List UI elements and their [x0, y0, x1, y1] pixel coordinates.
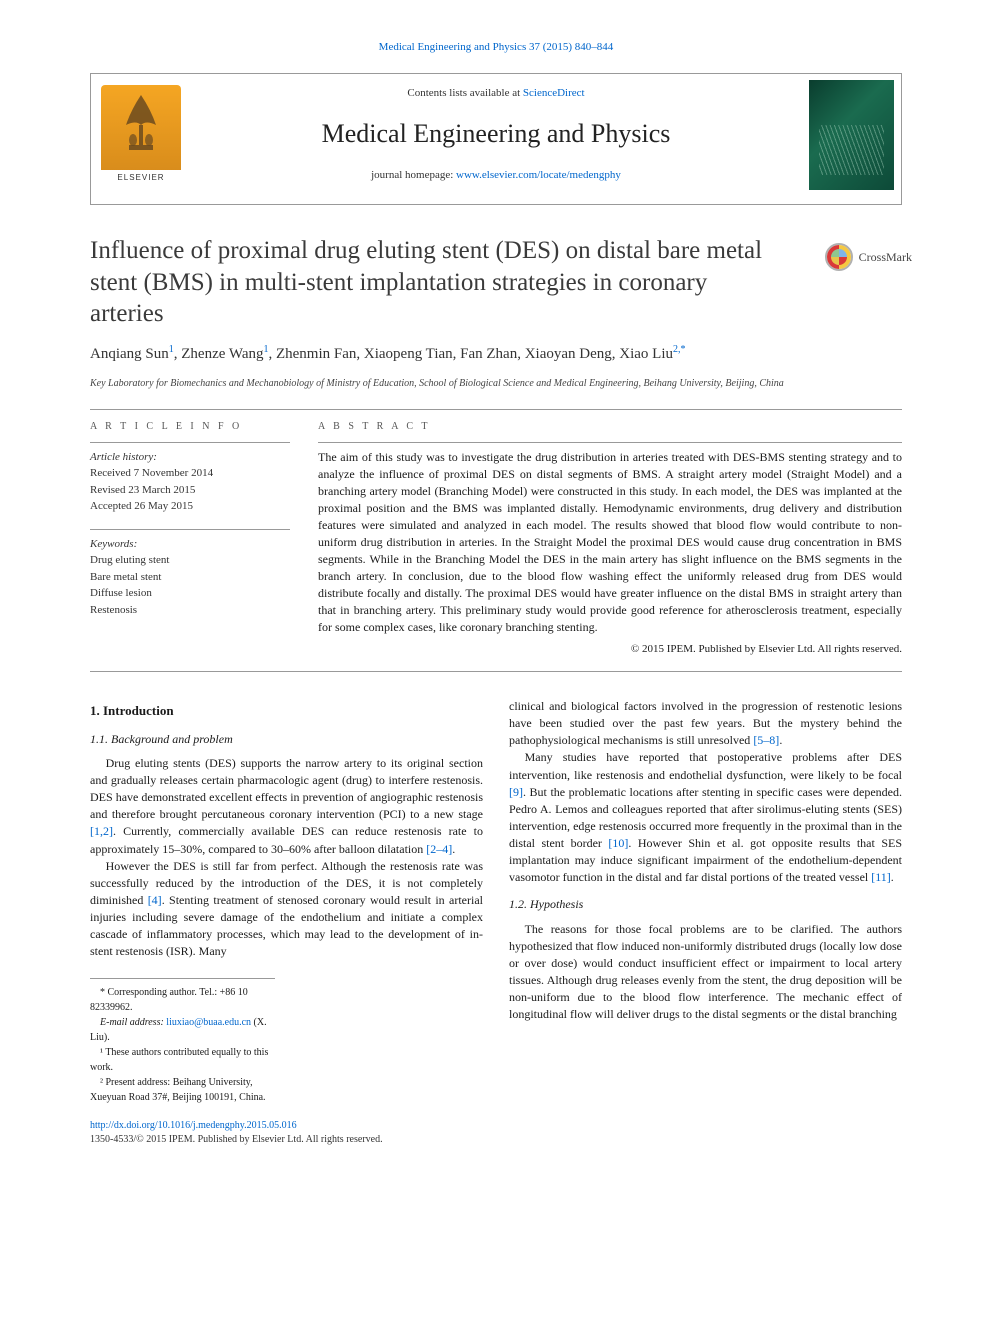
keyword: Diffuse lesion [90, 585, 290, 602]
journal-reference: Medical Engineering and Physics 37 (2015… [90, 40, 902, 55]
crossmark-label: CrossMark [859, 250, 912, 265]
citation-link[interactable]: [5–8] [753, 733, 779, 747]
history-label: Article history: [90, 449, 290, 466]
text-run: clinical and biological factors involved… [509, 699, 902, 747]
body-paragraph: Many studies have reported that postoper… [509, 749, 902, 885]
revised-date: Revised 23 March 2015 [90, 482, 290, 499]
text-run: Many studies have reported that postoper… [509, 750, 902, 781]
authors: Anqiang Sun1, Zhenze Wang1, Zhenmin Fan,… [90, 343, 902, 365]
sciencedirect-link[interactable]: ScienceDirect [523, 87, 585, 99]
contents-prefix: Contents lists available at [407, 87, 522, 99]
keyword: Drug eluting stent [90, 552, 290, 569]
info-abstract-row: A R T I C L E I N F O Article history: R… [90, 420, 902, 658]
affiliation: Key Laboratory for Biomechanics and Mech… [90, 377, 902, 391]
homepage-prefix: journal homepage: [371, 169, 456, 181]
abstract-heading: A B S T R A C T [318, 420, 902, 434]
journal-header: ELSEVIER Contents lists available at Sci… [90, 73, 902, 205]
article-title-text: Influence of proximal drug eluting stent… [90, 237, 762, 327]
abstract-text: The aim of this study was to investigate… [318, 449, 902, 636]
section-heading-1: 1. Introduction [90, 702, 483, 720]
corresponding-author: * Corresponding author. Tel.: +86 10 823… [90, 985, 275, 1015]
email-label: E-mail address: [100, 1017, 166, 1028]
journal-ref-link[interactable]: Medical Engineering and Physics 37 (2015… [379, 41, 614, 53]
citation-link[interactable]: [11] [871, 870, 891, 884]
text-run: . [452, 842, 455, 856]
citation-link[interactable]: [10] [608, 836, 628, 850]
footnote-1: ¹ These authors contributed equally to t… [90, 1045, 275, 1075]
elsevier-logo: ELSEVIER [101, 85, 181, 185]
email-line: E-mail address: liuxiao@buaa.edu.cn (X. … [90, 1015, 275, 1045]
accepted-date: Accepted 26 May 2015 [90, 498, 290, 515]
abstract-rule [318, 442, 902, 443]
keywords-label: Keywords: [90, 536, 290, 553]
cover-thumb-area [801, 74, 901, 196]
header-center: Contents lists available at ScienceDirec… [191, 74, 801, 196]
email-link[interactable]: liuxiao@buaa.edu.cn [166, 1017, 251, 1028]
keyword: Restenosis [90, 602, 290, 619]
text-run: . Currently, commercially available DES … [90, 824, 483, 855]
article-info-heading: A R T I C L E I N F O [90, 420, 290, 434]
received-date: Received 7 November 2014 [90, 465, 290, 482]
homepage-link[interactable]: www.elsevier.com/locate/medengphy [456, 169, 621, 181]
keywords-block: Keywords: Drug eluting stent Bare metal … [90, 536, 290, 619]
info-rule-1 [90, 442, 290, 443]
crossmark-badge[interactable]: CrossMark [825, 243, 912, 271]
elsevier-label: ELSEVIER [101, 170, 181, 185]
body-columns: 1. Introduction 1.1. Background and prob… [90, 698, 902, 1104]
article-history: Article history: Received 7 November 201… [90, 449, 290, 515]
contents-line: Contents lists available at ScienceDirec… [201, 86, 791, 101]
doi-line: http://dx.doi.org/10.1016/j.medengphy.20… [90, 1119, 902, 1133]
journal-cover-thumbnail [809, 80, 894, 190]
body-paragraph: The reasons for those focal problems are… [509, 921, 902, 1023]
citation-link[interactable]: [1,2] [90, 824, 113, 838]
text-run: . [891, 870, 894, 884]
homepage-line: journal homepage: www.elsevier.com/locat… [201, 168, 791, 183]
article-title: Influence of proximal drug eluting stent… [90, 235, 902, 329]
elsevier-tree-icon [111, 90, 171, 160]
info-rule-2 [90, 529, 290, 530]
citation-link[interactable]: [2–4] [426, 842, 452, 856]
body-paragraph: Drug eluting stents (DES) supports the n… [90, 755, 483, 857]
journal-title: Medical Engineering and Physics [201, 116, 791, 152]
citation-link[interactable]: [9] [509, 785, 523, 799]
body-paragraph: However the DES is still far from perfec… [90, 858, 483, 960]
doi-link[interactable]: http://dx.doi.org/10.1016/j.medengphy.20… [90, 1120, 297, 1131]
body-paragraph: clinical and biological factors involved… [509, 698, 902, 749]
divider-top [90, 409, 902, 410]
text-run: Drug eluting stents (DES) supports the n… [90, 756, 483, 821]
subsection-heading-12: 1.2. Hypothesis [509, 896, 902, 913]
footnotes-wrapper: * Corresponding author. Tel.: +86 10 823… [90, 978, 483, 1105]
divider-bottom [90, 671, 902, 672]
crossmark-icon [825, 243, 853, 271]
abstract-copyright: © 2015 IPEM. Published by Elsevier Ltd. … [318, 642, 902, 657]
footnotes: * Corresponding author. Tel.: +86 10 823… [90, 978, 275, 1105]
footnote-2: ² Present address: Beihang University, X… [90, 1075, 275, 1105]
keyword: Bare metal stent [90, 569, 290, 586]
abstract-column: A B S T R A C T The aim of this study wa… [318, 420, 902, 658]
publisher-logo-area: ELSEVIER [91, 74, 191, 196]
article-info-column: A R T I C L E I N F O Article history: R… [90, 420, 290, 658]
citation-link[interactable]: [4] [148, 893, 162, 907]
text-run: . [779, 733, 782, 747]
subsection-heading-11: 1.1. Background and problem [90, 731, 483, 748]
issn-copyright: 1350-4533/© 2015 IPEM. Published by Else… [90, 1133, 902, 1147]
